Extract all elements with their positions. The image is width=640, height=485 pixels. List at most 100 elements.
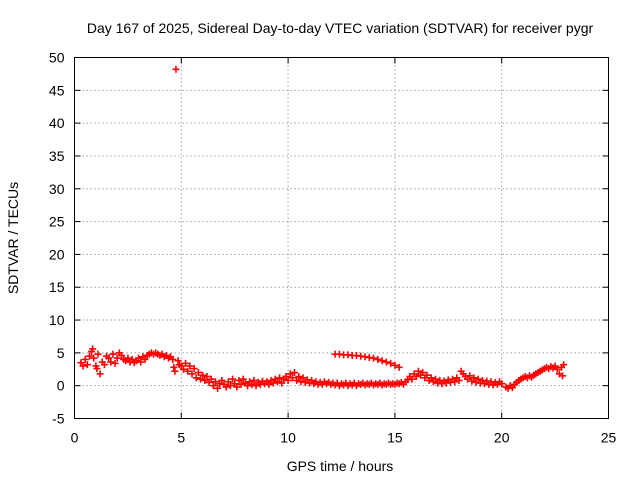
data-point [282, 372, 290, 380]
chart-title: Day 167 of 2025, Sidereal Day-to-day VTE… [87, 20, 594, 36]
data-point [81, 355, 89, 363]
plot-frame [74, 57, 609, 419]
y-tick-label: 50 [49, 50, 65, 66]
data-point [288, 374, 296, 382]
y-tick-label: -5 [52, 411, 65, 427]
data-point [299, 374, 307, 382]
y-tick-label: 40 [49, 115, 65, 131]
data-point [174, 357, 182, 365]
data-point [560, 361, 568, 369]
x-tick-label: 15 [387, 430, 403, 446]
data-point [250, 376, 258, 384]
y-tick-label: 25 [49, 214, 65, 230]
data-point [553, 365, 561, 373]
data-point [209, 382, 217, 390]
data-point [378, 357, 386, 365]
data-point [474, 375, 482, 383]
data-point [93, 365, 101, 373]
data-point [498, 380, 506, 388]
data-point [85, 352, 93, 360]
data-point [423, 371, 431, 379]
data-point [111, 359, 119, 367]
data-point [83, 361, 91, 369]
data-point [211, 378, 219, 386]
data-point [233, 383, 241, 391]
data-point [186, 362, 194, 370]
data-point [94, 350, 102, 358]
data-point [408, 375, 416, 383]
data-point [113, 354, 121, 362]
data-point [248, 380, 256, 388]
x-tick-label: 20 [494, 430, 510, 446]
y-tick-label: 30 [49, 181, 65, 197]
data-point [237, 380, 245, 388]
data-point [269, 379, 277, 387]
data-point [412, 372, 420, 380]
data-point [135, 354, 143, 362]
y-tick-label: 5 [57, 345, 65, 361]
y-tick-label: 15 [49, 279, 65, 295]
data-point [235, 376, 243, 384]
data-point [203, 372, 211, 380]
data-point [79, 362, 87, 370]
data-point [239, 375, 247, 383]
data-point [229, 375, 237, 383]
x-tick-label: 10 [280, 430, 296, 446]
data-point [169, 355, 177, 363]
data-point [284, 376, 292, 384]
y-tick-labels: -5 0 5 10 15 20 25 30 35 40 45 50 [49, 50, 65, 427]
data-point [427, 374, 435, 382]
x-tick-label: 0 [71, 430, 79, 446]
x-axis-label: GPS time / hours [287, 458, 394, 474]
y-axis-label: SDTVAR / TECUs [5, 182, 21, 294]
data-point [171, 367, 179, 375]
axis-ticks [74, 57, 609, 419]
data-point [182, 359, 190, 367]
data-point [137, 358, 145, 366]
data-point [387, 359, 395, 367]
grid-lines [74, 57, 609, 419]
data-point [89, 345, 97, 353]
y-tick-label: 20 [49, 246, 65, 262]
data-point [291, 369, 299, 377]
data-point [117, 351, 125, 359]
data-point [395, 363, 403, 371]
data-point [431, 375, 439, 383]
data-point [214, 384, 222, 392]
y-tick-label: 35 [49, 148, 65, 164]
data-point [222, 383, 230, 391]
data-point [466, 372, 474, 380]
data-point [179, 365, 187, 373]
data-point [105, 354, 113, 362]
data-point [382, 358, 390, 366]
x-tick-label: 25 [601, 430, 617, 446]
data-point [190, 365, 198, 373]
x-tick-labels: 0 5 10 15 20 25 [71, 430, 617, 446]
data-point [273, 378, 281, 386]
data-point [141, 355, 149, 363]
data-point [184, 367, 192, 375]
data-point [90, 354, 98, 362]
data-point [170, 363, 178, 371]
data-point [370, 354, 378, 362]
data-point [199, 371, 207, 379]
data-point [278, 379, 286, 387]
data-point [455, 376, 463, 384]
data-point [295, 372, 303, 380]
data-point [109, 350, 117, 358]
data-point [419, 369, 427, 377]
data-point [172, 65, 180, 73]
data-point [197, 375, 205, 383]
data-point [107, 358, 115, 366]
data-point [559, 372, 567, 380]
data-point [265, 380, 273, 388]
data-point [276, 374, 284, 382]
y-tick-label: 10 [49, 312, 65, 328]
data-point [374, 355, 382, 363]
data-point [218, 376, 226, 384]
data-point [194, 369, 202, 377]
data-point [451, 378, 459, 386]
data-point [192, 374, 200, 382]
y-tick-label: 0 [57, 378, 65, 394]
